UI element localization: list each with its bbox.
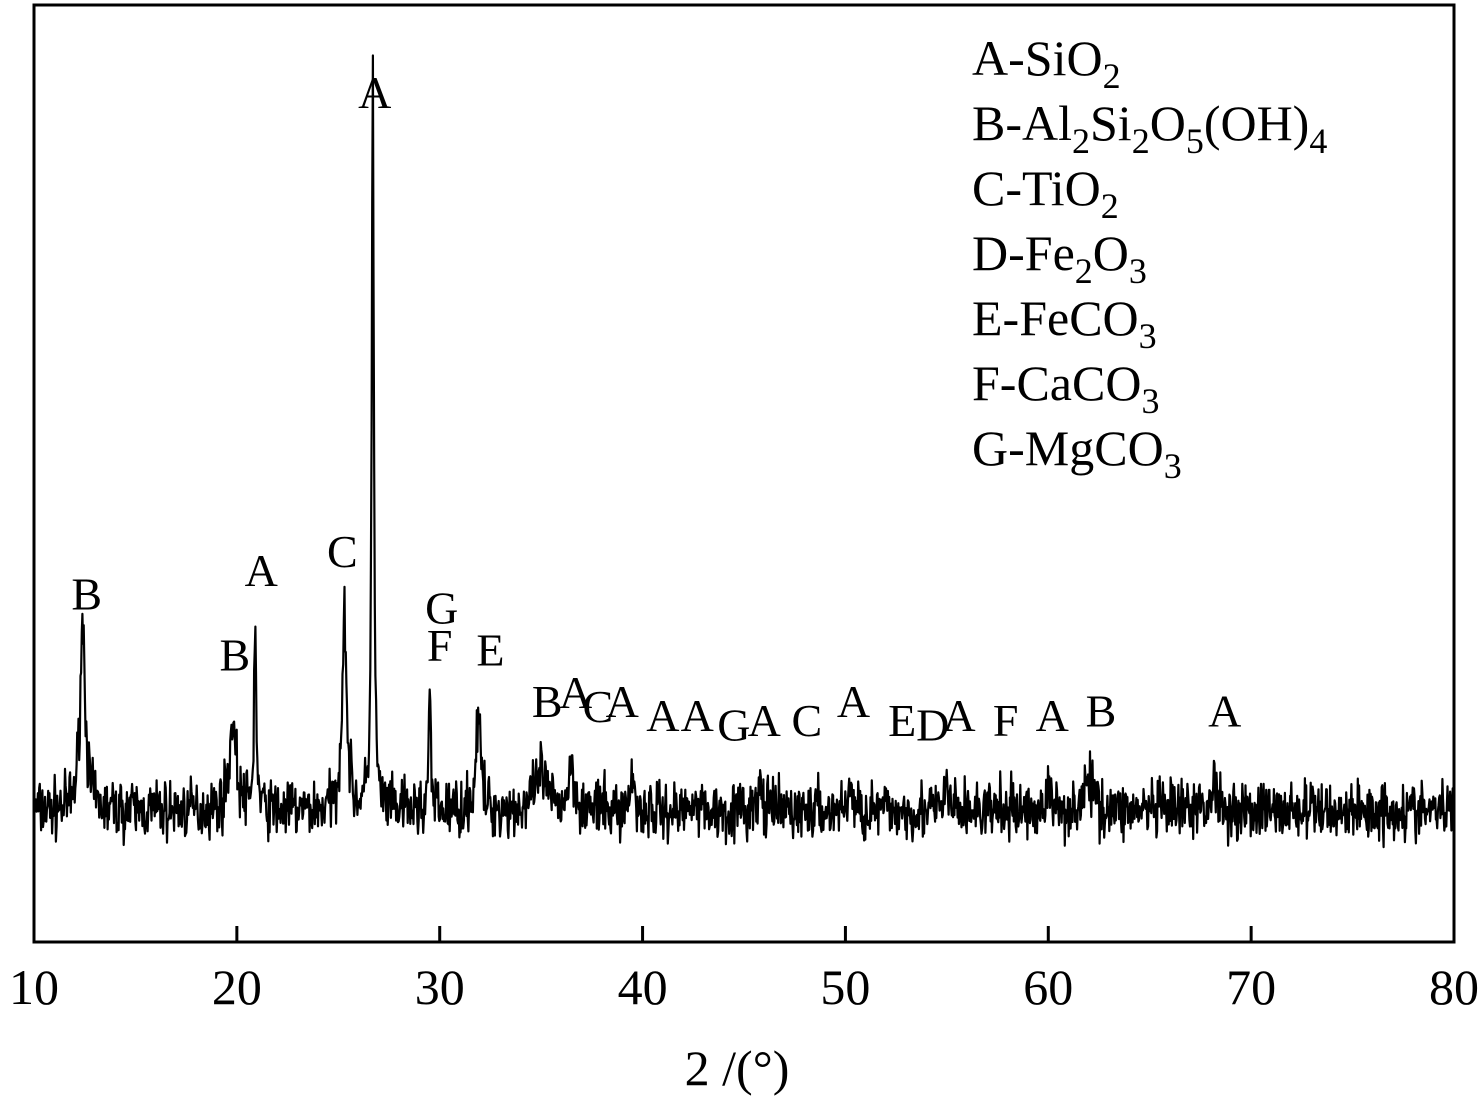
peak-label: A: [1208, 686, 1241, 737]
legend-entry: B-Al2Si2O5(OH)4: [972, 95, 1327, 161]
legend-entry: G-MgCO3: [972, 420, 1182, 486]
x-tick-label: 50: [820, 959, 870, 1015]
peak-label: A: [358, 67, 391, 118]
peak-label: C: [327, 526, 358, 577]
x-tick-label: 70: [1226, 959, 1276, 1015]
peak-label: A: [606, 676, 639, 727]
peak-label: F: [427, 620, 453, 671]
peak-label: A: [646, 690, 679, 741]
peak-label: G: [425, 582, 458, 633]
x-tick-label: 60: [1023, 959, 1073, 1015]
peak-label: D: [916, 700, 949, 751]
peak-label: B: [71, 568, 102, 619]
legend-entry: F-CaCO3: [972, 355, 1159, 421]
peak-label: G: [717, 700, 750, 751]
legend-entry: D-Fe2O3: [972, 225, 1147, 291]
peak-label: A: [559, 667, 592, 718]
peak-label: A: [837, 676, 870, 727]
peak-label: A: [681, 690, 714, 741]
peak-label: B: [219, 629, 250, 680]
x-tick-label: 80: [1429, 959, 1479, 1015]
x-axis-ticks: 10 20 30 40 50 60 70 80: [9, 926, 1479, 1015]
x-axis-label: 2 /(°): [685, 1040, 790, 1096]
xrd-pattern-line: [32, 54, 1456, 849]
peak-label: A: [1036, 690, 1069, 741]
peak-label: E: [888, 695, 916, 746]
peak-label: A: [245, 545, 278, 596]
peak-label: B: [532, 676, 563, 727]
x-tick-label: 40: [618, 959, 668, 1015]
legend-entry: C-TiO2: [972, 160, 1119, 226]
legend-entry: A-SiO2: [972, 30, 1121, 96]
plot-frame: [32, 3, 1456, 944]
peak-label: A: [748, 695, 781, 746]
legend-entry: E-FeCO3: [972, 290, 1157, 356]
x-tick-label: 10: [9, 959, 59, 1015]
peak-label: C: [583, 681, 614, 732]
peak-label: C: [792, 695, 823, 746]
legend: A-SiO2B-Al2Si2O5(OH)4C-TiO2D-Fe2O3E-FeCO…: [972, 30, 1327, 486]
peak-label: F: [993, 695, 1019, 746]
x-tick-label: 30: [415, 959, 465, 1015]
peak-label: B: [1086, 686, 1117, 737]
peak-label: E: [476, 625, 504, 676]
peak-label: A: [942, 690, 975, 741]
x-tick-label: 20: [212, 959, 262, 1015]
